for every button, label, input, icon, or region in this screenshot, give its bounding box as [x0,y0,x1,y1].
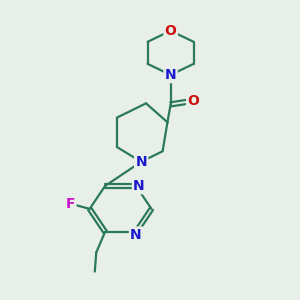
Text: N: N [135,155,147,169]
Text: N: N [165,68,176,82]
Text: O: O [187,94,199,108]
Text: F: F [66,197,75,212]
Text: N: N [130,228,142,242]
Text: O: O [165,24,176,38]
Text: N: N [133,179,145,193]
